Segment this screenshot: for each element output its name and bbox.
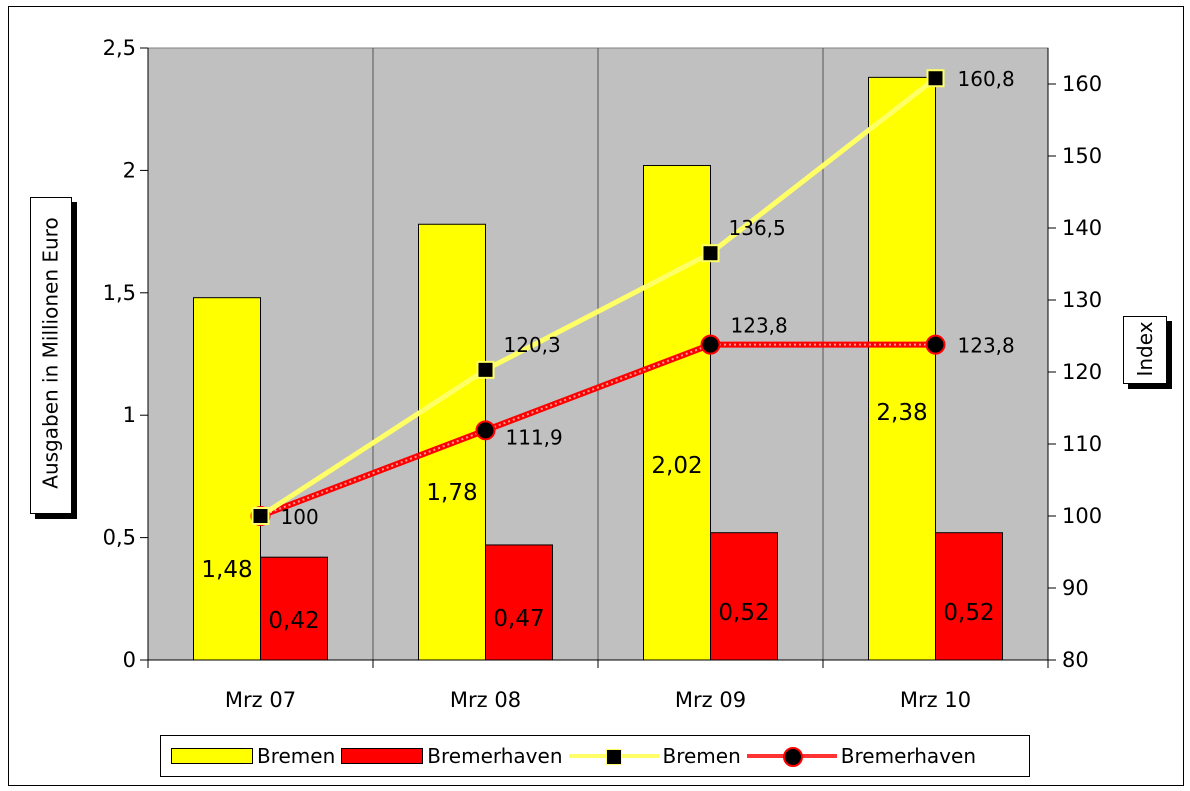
line-data-label: 100	[281, 505, 319, 529]
line-data-label: 123,8	[958, 334, 1015, 358]
y-tick-label: 0,5	[103, 526, 136, 550]
y-tick-label: 2,5	[103, 36, 136, 60]
y2-tick-label: 120	[1062, 360, 1102, 384]
legend-swatch-bremerhaven-line	[746, 746, 837, 767]
line-data-label: 160,8	[958, 67, 1015, 91]
bar	[868, 76, 936, 661]
legend-swatch-bremerhaven-bar	[341, 748, 424, 764]
line-point-bremerhaven	[475, 420, 496, 441]
line-series-bremen	[259, 76, 938, 519]
y2-tick-label: 80	[1062, 648, 1089, 672]
bar	[193, 297, 261, 661]
y-tick-label: 1	[123, 403, 136, 427]
legend-item-bremen-bar: Bremen	[171, 744, 335, 768]
bar	[485, 544, 553, 661]
bar	[643, 165, 711, 661]
x-tick-label: Mrz 10	[900, 688, 971, 712]
bar	[935, 532, 1003, 661]
bar-data-label: 2,02	[651, 453, 702, 479]
bar	[260, 556, 328, 661]
line-data-label: 136,5	[729, 216, 786, 240]
legend-item-bremerhaven-line: Bremerhaven	[746, 744, 976, 768]
legend-label: Bremerhaven	[427, 744, 563, 768]
y2-tick-label: 160	[1062, 72, 1102, 96]
y2-tick-label: 110	[1062, 432, 1102, 456]
x-tick-label: Mrz 08	[450, 688, 521, 712]
legend-item-bremen-line: Bremen	[568, 744, 741, 768]
line-point-bremerhaven	[925, 334, 946, 355]
bar-data-label: 0,42	[268, 608, 319, 634]
y2-tick-label: 150	[1062, 144, 1102, 168]
legend-label: Bremen	[257, 744, 336, 768]
line-data-label: 111,9	[506, 425, 563, 449]
y2-axis-label: Index	[1133, 321, 1157, 377]
bar-data-label: 0,52	[943, 600, 994, 626]
bar-data-label: 0,52	[718, 600, 769, 626]
line-data-label: 120,3	[504, 333, 561, 357]
bar-data-label: 0,47	[493, 606, 544, 632]
y-tick-label: 1,5	[103, 281, 136, 305]
bar	[710, 532, 778, 661]
y2-tick-label: 90	[1062, 576, 1089, 600]
bar-data-label: 1,78	[426, 480, 477, 506]
chart-legend: Bremen Bremerhaven Bremen Bremerhaven	[160, 735, 1030, 777]
x-tick-label: Mrz 09	[675, 688, 746, 712]
y2-tick-label: 130	[1062, 288, 1102, 312]
y2-tick-label: 100	[1062, 504, 1102, 528]
line-point-bremen	[926, 69, 945, 88]
bar-data-label: 2,38	[876, 400, 927, 426]
y-axis-label-box: Ausgaben in Millionen Euro	[30, 197, 72, 514]
x-tick-label: Mrz 07	[225, 688, 296, 712]
legend-item-bremerhaven-bar: Bremerhaven	[341, 744, 563, 768]
line-series-bremerhaven-pattern	[260, 343, 936, 517]
line-point-bremen	[251, 507, 270, 525]
line-point-bremen	[476, 360, 495, 379]
line-data-label: 123,8	[731, 314, 788, 338]
line-point-bremerhaven	[700, 334, 721, 355]
legend-label: Bremerhaven	[840, 744, 976, 768]
legend-swatch-bremen-line	[568, 746, 659, 766]
y-axis-label: Ausgaben in Millionen Euro	[38, 217, 63, 489]
y-tick-label: 2	[123, 158, 136, 182]
y2-tick-label: 140	[1062, 216, 1102, 240]
y2-axis-label-box: Index	[1123, 316, 1167, 384]
legend-swatch-bremen-bar	[171, 748, 253, 764]
line-point-bremen	[701, 244, 720, 263]
bar-data-label: 1,48	[201, 557, 252, 583]
legend-label: Bremen	[662, 744, 741, 768]
y-tick-label: 0	[123, 648, 136, 672]
